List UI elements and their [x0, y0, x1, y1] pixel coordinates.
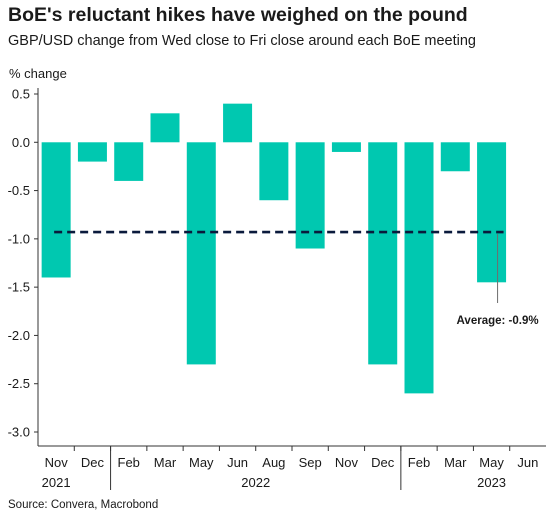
y-tick-label: 0.5: [12, 87, 30, 102]
bar-feb-10: [404, 142, 434, 394]
y-tick-label: -3.0: [8, 425, 30, 440]
bar-nov-8: [331, 142, 361, 152]
bar-jun-5: [223, 103, 253, 143]
y-tick-label: 0.0: [12, 135, 30, 150]
x-tick-label: Mar: [444, 455, 467, 470]
x-tick-label: Jun: [517, 455, 538, 470]
axes: [37, 88, 546, 490]
chart-title: BoE's reluctant hikes have weighed on th…: [8, 4, 468, 26]
x-tick-label: Dec: [81, 455, 105, 470]
y-tick-label: -2.5: [8, 376, 30, 391]
y-tick-label: -0.5: [8, 183, 30, 198]
average-line-group: Average: -0.9%: [54, 230, 539, 327]
y-axis-label: % change: [9, 66, 67, 81]
x-tick-label: Mar: [154, 455, 177, 470]
x-tick-label: Nov: [335, 455, 359, 470]
x-tick-label: Jun: [227, 455, 248, 470]
year-label: 2022: [241, 475, 270, 490]
bar-dec-9: [368, 142, 398, 365]
bar-may-12: [477, 142, 507, 283]
x-tick-label: Sep: [299, 455, 322, 470]
y-tick-label: -2.0: [8, 328, 30, 343]
x-tick-label: Nov: [45, 455, 69, 470]
x-axis-labels: Nov Dec Feb Mar May Jun Aug Sep Nov Dec Feb Mar May J…: [42, 455, 539, 490]
x-tick-label: Feb: [408, 455, 430, 470]
source-note: Source: Convera, Macrobond: [8, 499, 159, 511]
y-tick-label: -1.5: [8, 280, 30, 295]
y-tick-label: -1.0: [8, 231, 30, 246]
bar-mar-3: [150, 113, 180, 143]
bar-feb-2: [114, 142, 144, 181]
x-tick-label: Dec: [371, 455, 395, 470]
y-axis-ticks: 0.5 0.0 -0.5 -1.0 -1.5 -2.0 -2.5 -3.0: [8, 87, 38, 440]
bar-aug-6: [259, 142, 289, 201]
x-tick-label: May: [189, 455, 214, 470]
average-label: Average: -0.9%: [457, 315, 539, 327]
year-label: 2021: [42, 475, 71, 490]
bars: [41, 103, 507, 394]
bar-mar-11: [440, 142, 470, 172]
x-tick-label: Aug: [262, 455, 285, 470]
x-tick-label: Feb: [118, 455, 140, 470]
bar-dec-1: [77, 142, 107, 162]
bar-nov-0: [41, 142, 71, 278]
year-label: 2023: [477, 475, 506, 490]
x-tick-label: May: [479, 455, 504, 470]
bar-may-4: [186, 142, 216, 365]
chart-subtitle: GBP/USD change from Wed close to Fri clo…: [8, 33, 476, 49]
